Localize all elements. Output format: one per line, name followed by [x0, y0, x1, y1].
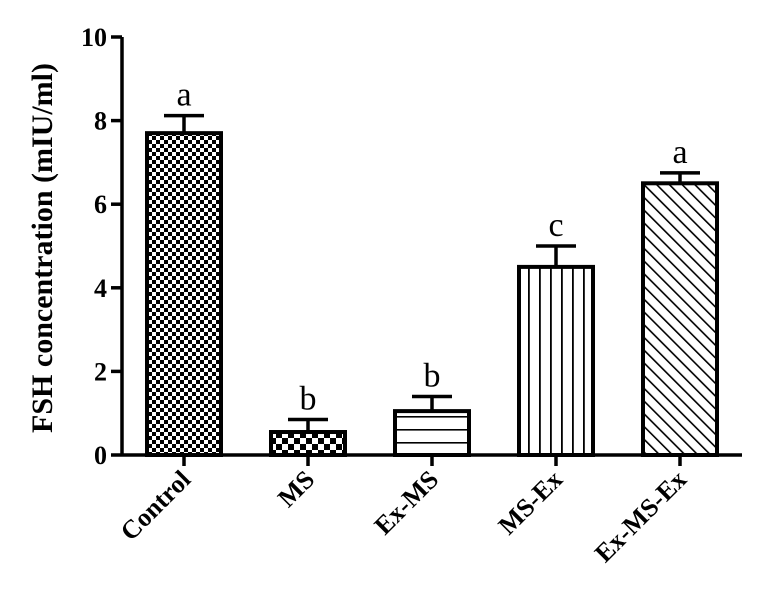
significance-label: b [300, 380, 317, 417]
significance-label: a [176, 77, 191, 114]
significance-label: b [424, 357, 441, 394]
x-tick-label: Ex-MS-Ex [589, 465, 692, 568]
bar-control [145, 131, 223, 457]
bars-group: a b b c a [145, 77, 719, 458]
y-tick-label: 10 [81, 23, 107, 52]
y-tick-label: 8 [94, 107, 107, 136]
y-tick-label: 4 [94, 274, 107, 303]
bar-ms-ex [517, 264, 595, 457]
y-tick-label: 0 [94, 441, 107, 470]
bar-ex-ms-ex [641, 181, 719, 458]
y-tick-label: 6 [94, 190, 107, 219]
bar-ms [269, 430, 347, 458]
y-axis: 0 2 4 6 8 10 [81, 23, 124, 470]
significance-label: a [672, 134, 687, 171]
y-tick-label: 2 [94, 357, 107, 386]
x-tick-label: MS [272, 465, 320, 513]
significance-label: c [548, 207, 563, 244]
x-tick-label: Ex-MS [369, 465, 445, 541]
bar-ex-ms [393, 409, 471, 457]
x-tick-label: Control [115, 465, 196, 546]
x-tick-label: MS-Ex [493, 465, 569, 541]
y-axis-title: FSH concentration (mIU/ml) [26, 63, 59, 433]
x-tick-labels: Control MS Ex-MS MS-Ex Ex-MS-Ex [115, 465, 692, 568]
